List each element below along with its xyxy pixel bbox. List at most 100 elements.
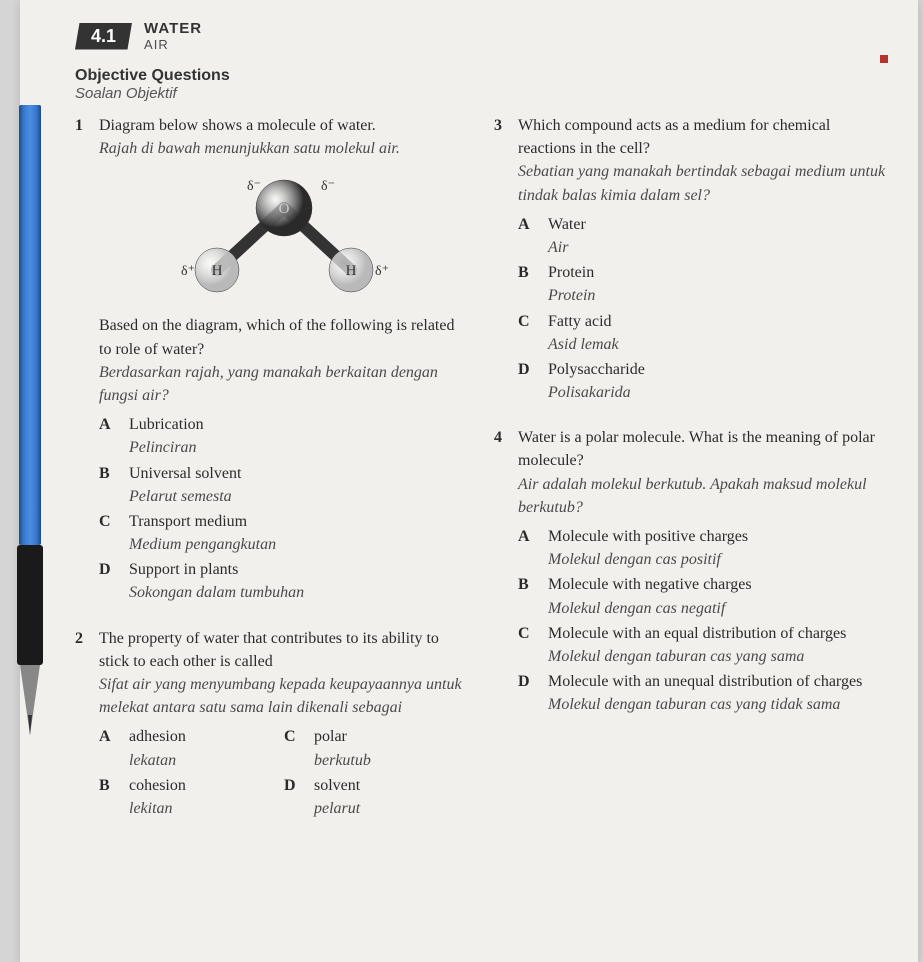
chapter-title-en: WATER — [144, 20, 202, 37]
choice-text: Support in plantsSokongan dalam tumbuhan — [129, 558, 469, 604]
choice-text: LubricationPelinciran — [129, 413, 469, 459]
question-text-en: Diagram below shows a molecule of water. — [99, 114, 469, 137]
choice-text-my: Pelinciran — [129, 436, 469, 459]
question-3: 3 Which compound acts as a medium for che… — [494, 114, 888, 404]
choice-text: Molecule with an equal distribution of c… — [548, 622, 888, 668]
choice-C: CFatty acidAsid lemak — [518, 310, 888, 356]
choice-A: ALubricationPelinciran — [99, 413, 469, 459]
question-text-my: Air adalah molekul berkutub. Apakah maks… — [518, 473, 888, 519]
question-followup-en: Based on the diagram, which of the follo… — [99, 314, 469, 360]
choice-text-my: Molekul dengan taburan cas yang tidak sa… — [548, 693, 888, 716]
choice-B: BMolecule with negative chargesMolekul d… — [518, 573, 888, 619]
choice-text: cohesionlekitan — [129, 774, 284, 820]
question-text-en: Which compound acts as a medium for chem… — [518, 114, 888, 160]
choice-letter: A — [99, 413, 119, 459]
choice-text-my: Pelarut semesta — [129, 485, 469, 508]
svg-text:δ⁺: δ⁺ — [181, 264, 195, 279]
choice-D: DSupport in plantsSokongan dalam tumbuha… — [99, 558, 469, 604]
choice-text-my: Molekul dengan taburan cas yang sama — [548, 645, 888, 668]
choice-letter: B — [99, 462, 119, 508]
choice-A: Aadhesionlekatan — [99, 725, 284, 771]
left-column: 1 Diagram below shows a molecule of water… — [75, 114, 469, 844]
pencil-graphic — [12, 105, 48, 805]
choice-letter: B — [518, 573, 538, 619]
question-columns: 1 Diagram below shows a molecule of water… — [75, 114, 888, 844]
question-text-en: Water is a polar molecule. What is the m… — [518, 426, 888, 472]
question-text-my: Sifat air yang menyumbang kepada keupaya… — [99, 673, 469, 719]
choice-A: AMolecule with positive chargesMolekul d… — [518, 525, 888, 571]
choice-B: Bcohesionlekitan — [99, 774, 284, 820]
choice-text-my: Sokongan dalam tumbuhan — [129, 581, 469, 604]
water-molecule-diagram: OHHδ⁻δ⁻δ⁺δ⁺ — [169, 170, 399, 300]
svg-text:H: H — [346, 263, 357, 279]
choice-list: AMolecule with positive chargesMolekul d… — [518, 525, 888, 717]
choice-text: Universal solventPelarut semesta — [129, 462, 469, 508]
choice-letter: B — [99, 774, 119, 820]
choice-letter: B — [518, 261, 538, 307]
choice-B: BUniversal solventPelarut semesta — [99, 462, 469, 508]
choice-C: Cpolarberkutub — [284, 725, 469, 771]
svg-text:H: H — [212, 263, 223, 279]
svg-text:O: O — [279, 201, 290, 217]
question-2: 2 The property of water that contributes … — [75, 627, 469, 823]
choice-B: BProteinProtein — [518, 261, 888, 307]
svg-text:δ⁻: δ⁻ — [247, 179, 261, 194]
question-text-en: The property of water that contributes t… — [99, 627, 469, 673]
choice-text: Fatty acidAsid lemak — [548, 310, 888, 356]
question-number: 3 — [494, 114, 502, 137]
choice-letter: A — [518, 213, 538, 259]
chapter-header: 4.1 WATER AIR — [75, 20, 888, 52]
question-number: 1 — [75, 114, 83, 137]
choice-D: Dsolventpelarut — [284, 774, 469, 820]
choice-text: WaterAir — [548, 213, 888, 259]
question-text-my: Sebatian yang manakah bertindak sebagai … — [518, 160, 888, 206]
choice-text: Molecule with an unequal distribution of… — [548, 670, 888, 716]
choice-text-my: lekitan — [129, 797, 284, 820]
choice-text-my: Molekul dengan cas negatif — [548, 597, 888, 620]
choice-list: AWaterAirBProteinProteinCFatty acidAsid … — [518, 213, 888, 405]
choice-letter: D — [518, 358, 538, 404]
right-column: 3 Which compound acts as a medium for che… — [494, 114, 888, 844]
choice-letter: C — [518, 310, 538, 356]
chapter-title-my: AIR — [144, 37, 202, 52]
choice-text: adhesionlekatan — [129, 725, 284, 771]
choice-letter: D — [284, 774, 304, 820]
choice-C: CMolecule with an equal distribution of … — [518, 622, 888, 668]
accent-marker — [880, 55, 888, 63]
choice-text-my: Polisakarida — [548, 381, 888, 404]
section-title-my: Soalan Objektif — [75, 85, 888, 102]
choice-text: solventpelarut — [314, 774, 469, 820]
question-followup-my: Berdasarkan rajah, yang manakah berkaita… — [99, 361, 469, 407]
question-4: 4 Water is a polar molecule. What is the … — [494, 426, 888, 716]
choice-letter: A — [99, 725, 119, 771]
diagram-container: OHHδ⁻δ⁻δ⁺δ⁺ — [99, 170, 469, 300]
choice-text-my: Medium pengangkutan — [129, 533, 469, 556]
choice-letter: D — [99, 558, 119, 604]
choice-text: ProteinProtein — [548, 261, 888, 307]
choice-text-my: Asid lemak — [548, 333, 888, 356]
choice-D: DPolysaccharidePolisakarida — [518, 358, 888, 404]
choice-A: AWaterAir — [518, 213, 888, 259]
chapter-number-badge: 4.1 — [75, 23, 132, 50]
choice-text: Molecule with positive chargesMolekul de… — [548, 525, 888, 571]
choice-list: ALubricationPelinciranBUniversal solvent… — [99, 413, 469, 605]
choice-text: Transport mediumMedium pengangkutan — [129, 510, 469, 556]
choice-list: AadhesionlekatanCpolarberkutubBcohesionl… — [99, 725, 469, 822]
choice-text-my: Protein — [548, 284, 888, 307]
choice-letter: A — [518, 525, 538, 571]
question-number: 2 — [75, 627, 83, 650]
choice-letter: C — [284, 725, 304, 771]
choice-letter: C — [518, 622, 538, 668]
worksheet-page: 4.1 WATER AIR Objective Questions Soalan… — [20, 0, 918, 962]
question-number: 4 — [494, 426, 502, 449]
section-title-en: Objective Questions — [75, 67, 888, 85]
choice-text: PolysaccharidePolisakarida — [548, 358, 888, 404]
choice-letter: C — [99, 510, 119, 556]
choice-text: Molecule with negative chargesMolekul de… — [548, 573, 888, 619]
section-header: Objective Questions Soalan Objektif — [75, 67, 888, 102]
choice-C: CTransport mediumMedium pengangkutan — [99, 510, 469, 556]
question-text-my: Rajah di bawah menunjukkan satu molekul … — [99, 137, 469, 160]
question-1: 1 Diagram below shows a molecule of water… — [75, 114, 469, 605]
choice-text-my: lekatan — [129, 749, 284, 772]
choice-text-my: Molekul dengan cas positif — [548, 548, 888, 571]
